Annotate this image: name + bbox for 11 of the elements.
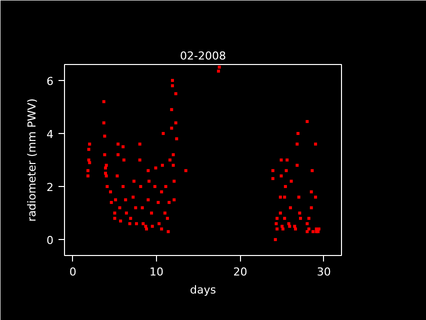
- y-tick-label: 6: [46, 74, 54, 88]
- x-tick-label: 20: [233, 266, 248, 278]
- y-tick-label: 0: [46, 234, 54, 248]
- y-tick-label: 4: [46, 128, 54, 141]
- x-tick-label: 30: [316, 266, 331, 278]
- y-tick-label: 2: [46, 181, 54, 194]
- x-tick-label: 0: [69, 266, 76, 278]
- chart-title: 02-2008: [180, 50, 226, 62]
- y-axis-title: radiometer (mm PWV): [26, 98, 38, 222]
- x-axis-title: days: [190, 284, 216, 296]
- x-tick-label: 10: [150, 266, 164, 278]
